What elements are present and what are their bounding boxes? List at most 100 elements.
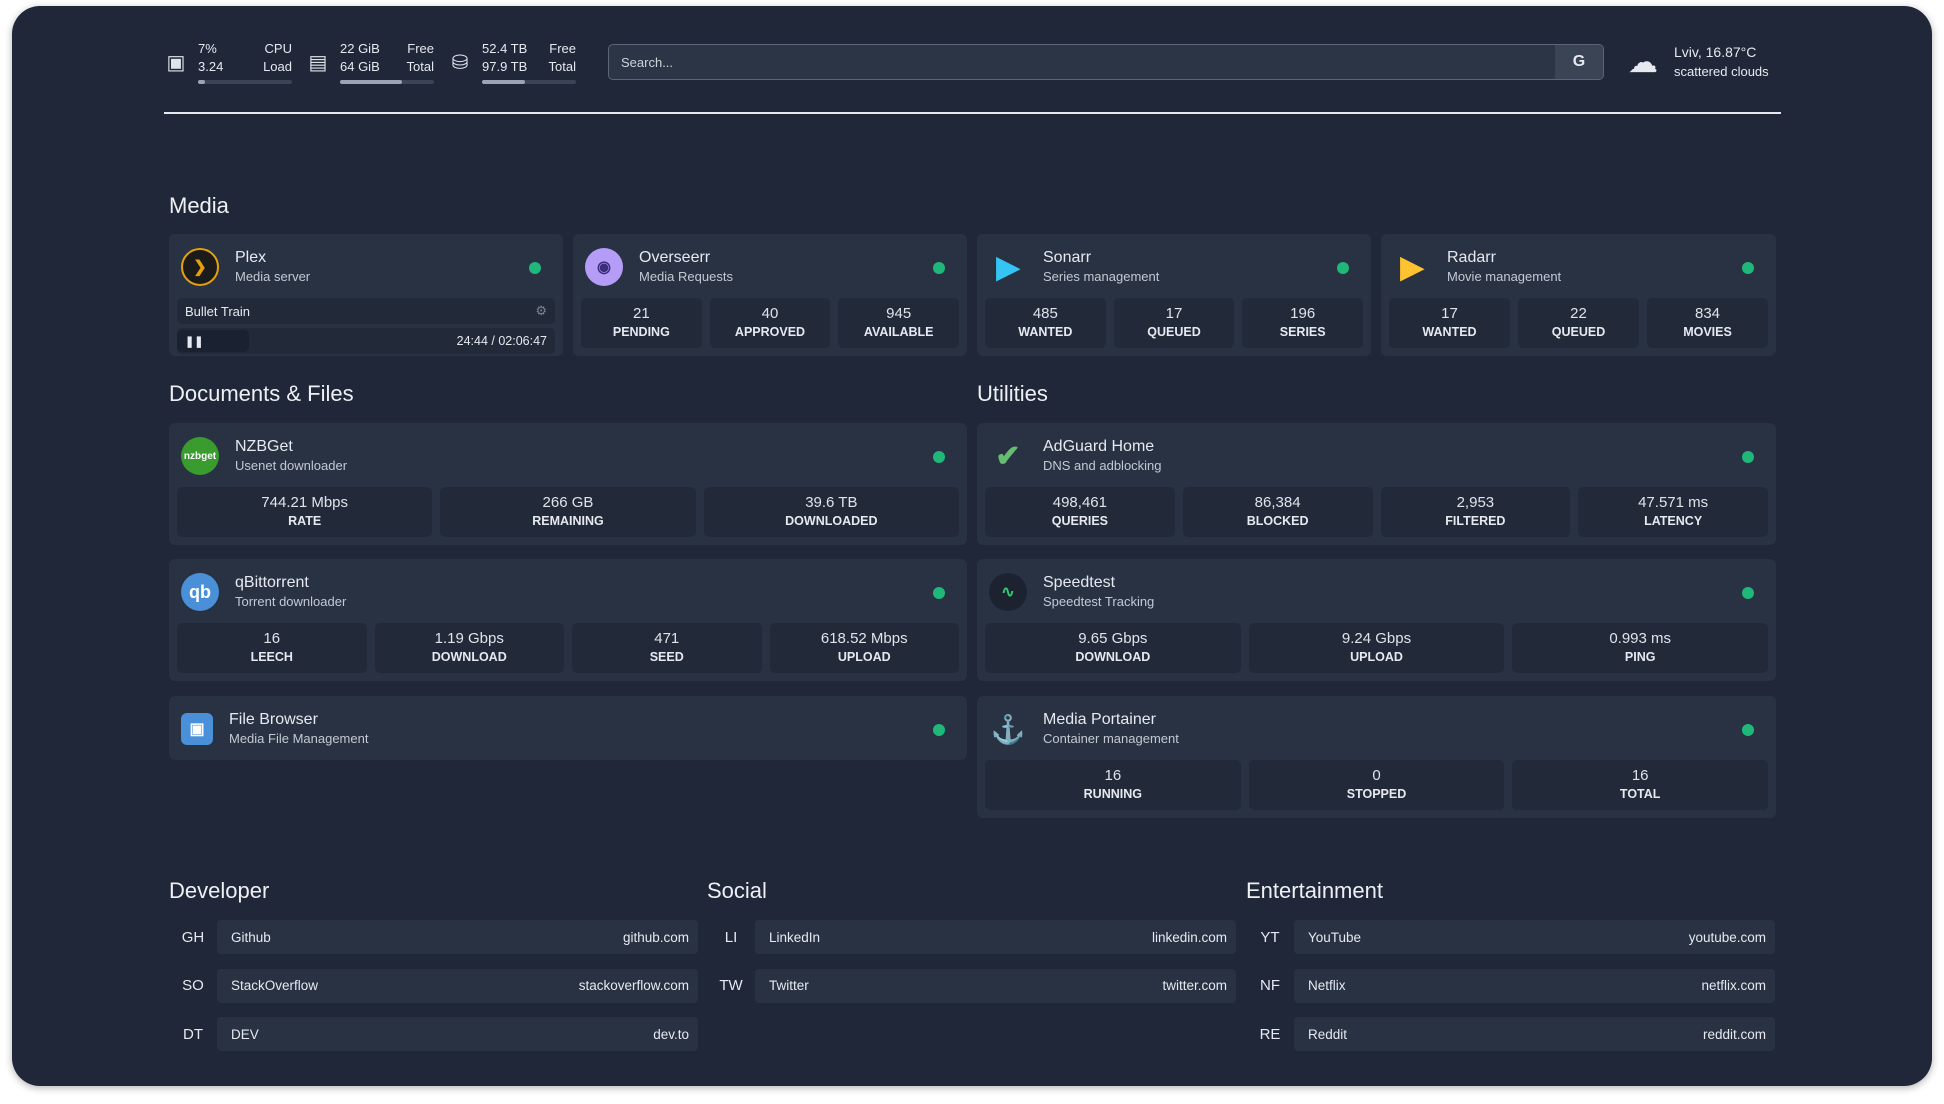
stat-leech: 16 LEECH	[177, 623, 367, 673]
service-plex[interactable]: ❯ Plex Media server Bullet Train ⚙ ❚❚ 24:44 …	[169, 234, 563, 356]
radarr-icon: ▶	[1400, 250, 1424, 284]
service-description: Series management	[1043, 269, 1160, 284]
bookmark-link[interactable]: YouTube youtube.com	[1294, 920, 1775, 954]
bookmark-abbr: NF	[1260, 977, 1280, 994]
now-playing: Bullet Train ⚙	[177, 298, 555, 324]
stat-rate: 744.21 Mbps RATE	[177, 487, 433, 537]
bookmark-url: dev.to	[653, 1026, 689, 1042]
bookmark-linkedin[interactable]: LI LinkedIn linkedin.com	[707, 920, 1236, 954]
stat-value: 471	[654, 630, 680, 647]
status-indicator	[1742, 587, 1754, 599]
stat-label: DOWNLOADED	[785, 514, 878, 528]
stat-value: 945	[886, 305, 912, 322]
status-indicator	[1742, 724, 1754, 736]
sonarr-icon: ▶	[996, 250, 1020, 284]
bookmark-link[interactable]: Netflix netflix.com	[1294, 968, 1775, 1003]
service-file-browser[interactable]: ▣ File Browser Media File Management	[169, 696, 967, 760]
bookmark-github[interactable]: GH Github github.com	[169, 920, 698, 954]
now-playing-title: Bullet Train	[185, 303, 251, 319]
bookmark-link[interactable]: DEV dev.to	[217, 1017, 698, 1051]
bookmark-reddit[interactable]: RE Reddit reddit.com	[1246, 1017, 1775, 1051]
service-description: Container management	[1043, 731, 1179, 746]
stat-movies: 834 MOVIES	[1647, 298, 1768, 348]
bookmark-name: Github	[231, 929, 271, 945]
total-label: Total	[406, 59, 434, 74]
search-input[interactable]	[609, 45, 1555, 79]
stat-downloaded: 39.6 TB DOWNLOADED	[703, 487, 959, 537]
service-sonarr[interactable]: ▶ Sonarr Series management 485 WANTED 17 QUEUE…	[977, 234, 1371, 356]
service-radarr[interactable]: ▶ Radarr Movie management 17 WANTED 22 QUEUED 8…	[1381, 234, 1776, 356]
overseerr-icon: ◉	[585, 248, 623, 286]
stat-label: SEED	[649, 650, 684, 664]
google-search-button[interactable]: G	[1555, 45, 1603, 79]
service-speedtest[interactable]: ∿ Speedtest Speedtest Tracking 9.65 Gbps DOW…	[977, 559, 1776, 681]
service-description: Media File Management	[229, 731, 369, 746]
service-media-portainer[interactable]: ⚓ Media Portainer Container management 16 RU…	[977, 696, 1776, 818]
section-documents: Documents & Files	[169, 381, 354, 406]
cloud-sun-icon: ☁	[1628, 45, 1658, 79]
service-nzbget[interactable]: nzbget NZBGet Usenet downloader 744.21 Mbps…	[169, 423, 967, 545]
service-qbittorrent[interactable]: qb qBittorrent Torrent downloader 16 LEECH 1.…	[169, 559, 967, 681]
bookmark-dev[interactable]: DT DEV dev.to	[169, 1017, 698, 1051]
bookmark-link[interactable]: Twitter twitter.com	[755, 968, 1236, 1003]
stat-value: 17	[1165, 305, 1183, 322]
pause-button[interactable]: ❚❚	[177, 330, 249, 352]
memory-total: 64 GiB	[340, 59, 380, 74]
stat-value: 0.993 ms	[1609, 630, 1672, 647]
section-media: Media	[169, 193, 229, 218]
bookmark-abbr: LI	[724, 928, 738, 946]
bookmark-twitter[interactable]: TW Twitter twitter.com	[707, 968, 1236, 1003]
stat-value: 22	[1570, 305, 1587, 322]
bookmark-abbr: GH	[181, 928, 205, 946]
stat-queries: 498,461 QUERIES	[985, 487, 1175, 537]
stat-queued: 22 QUEUED	[1518, 298, 1639, 348]
qbittorrent-icon: qb	[181, 573, 219, 611]
stat-ping: 0.993 ms PING	[1512, 623, 1769, 673]
stat-label: UPLOAD	[837, 650, 891, 664]
stat-label: SERIES	[1279, 325, 1326, 339]
stat-value: 0	[1372, 767, 1381, 784]
stat-label: FILTERED	[1445, 514, 1506, 528]
stat-value: 39.6 TB	[805, 494, 858, 511]
playback-time: 24:44 / 02:06:47	[456, 334, 547, 348]
service-name: AdGuard Home	[1043, 438, 1155, 455]
bookmark-link[interactable]: Github github.com	[217, 920, 698, 954]
section-social: Social	[707, 878, 767, 903]
playback-bar: ❚❚ 24:44 / 02:06:47	[177, 328, 555, 354]
status-indicator	[1337, 262, 1349, 274]
bookmark-youtube[interactable]: YT YouTube youtube.com	[1246, 920, 1775, 954]
search-box: G	[608, 44, 1604, 80]
stat-value: 17	[1441, 305, 1458, 322]
section-entertainment: Entertainment	[1246, 878, 1383, 903]
bookmark-stackoverflow[interactable]: SO StackOverflow stackoverflow.com	[169, 968, 698, 1003]
stat-value: 86,384	[1254, 494, 1301, 511]
bookmark-netflix[interactable]: NF Netflix netflix.com	[1246, 968, 1775, 1003]
stat-label: PENDING	[612, 325, 670, 339]
bookmark-link[interactable]: Reddit reddit.com	[1294, 1017, 1775, 1051]
bookmark-link[interactable]: LinkedIn linkedin.com	[755, 920, 1236, 954]
stat-value: 40	[761, 305, 779, 322]
stat-label: DOWNLOAD	[431, 650, 507, 664]
settings-icon[interactable]: ⚙	[535, 303, 547, 318]
stat-value: 485	[1032, 305, 1058, 322]
memory-bar	[340, 80, 434, 84]
stat-label: RATE	[288, 514, 322, 528]
stat-label: AVAILABLE	[863, 325, 934, 339]
service-adguard-home[interactable]: ✔ AdGuard Home DNS and adblocking 498,461 QU…	[977, 423, 1776, 545]
stat-latency: 47.571 ms LATENCY	[1578, 487, 1768, 537]
memory-widget: ▤ 22 GiB Free 64 GiB Total	[306, 40, 434, 84]
weather-location: Lviv, 16.87°C	[1674, 44, 1757, 60]
bookmark-link[interactable]: StackOverflow stackoverflow.com	[217, 968, 698, 1003]
cpu-widget: ▣ 7% CPU 3.24 Load	[164, 40, 292, 84]
status-indicator	[933, 587, 945, 599]
service-name: Speedtest	[1043, 574, 1116, 591]
stat-value: 498,461	[1052, 494, 1107, 511]
bookmark-url: reddit.com	[1702, 1026, 1766, 1042]
bookmark-name: YouTube	[1308, 929, 1362, 945]
service-description: Torrent downloader	[235, 594, 347, 609]
bookmark-url: linkedin.com	[1151, 929, 1227, 945]
stat-value: 266 GB	[542, 494, 594, 511]
service-overseerr[interactable]: ◉ Overseerr Media Requests 21 PENDING 40 APPRO…	[573, 234, 967, 356]
free-label: Free	[549, 41, 576, 56]
stat-value: 16	[263, 630, 281, 647]
